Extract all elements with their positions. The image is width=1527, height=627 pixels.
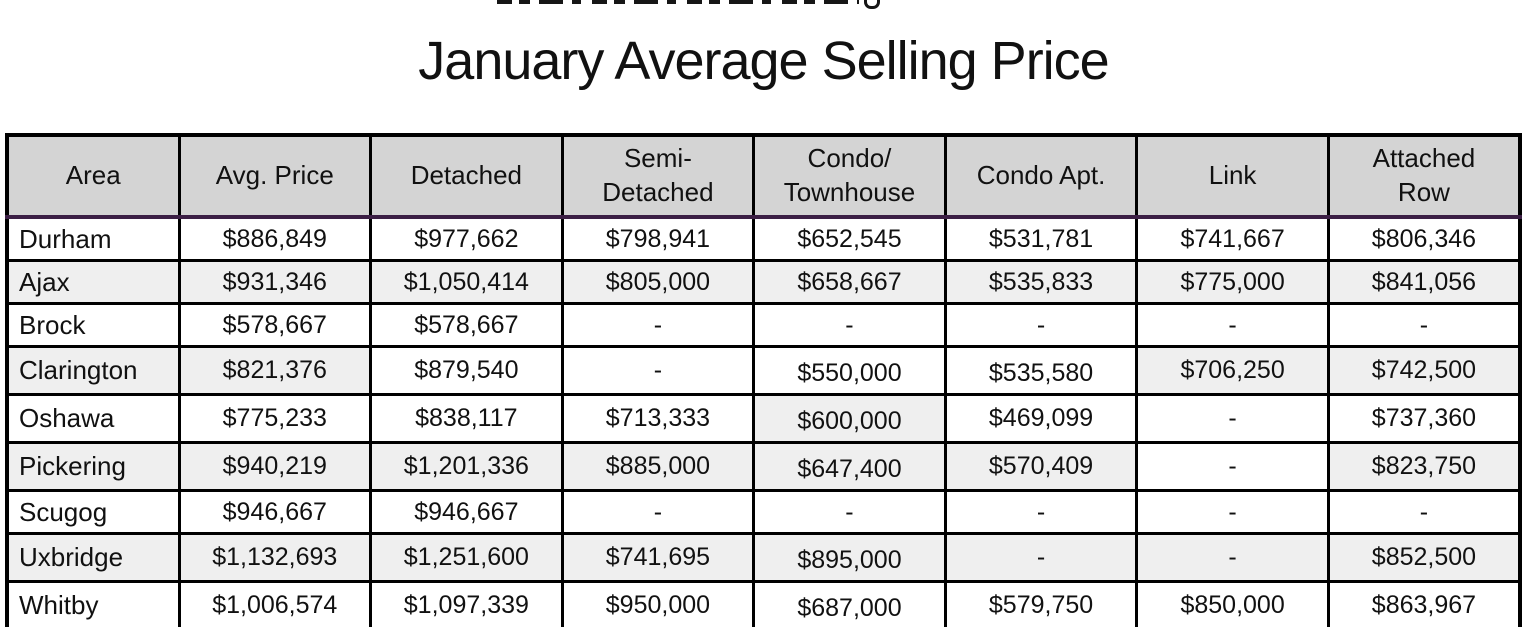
area-cell: Pickering bbox=[5, 441, 181, 492]
table-row-whitby: Whitby $1,006,574 $1,097,339 $950,000 $687,0… bbox=[5, 580, 1522, 627]
value-cell: - bbox=[943, 302, 1139, 348]
area-cell: Ajax bbox=[5, 259, 181, 305]
average-selling-price-table: Area Avg. Price Detached Semi- Detached Cond… bbox=[5, 133, 1522, 627]
area-cell: Scugog bbox=[5, 489, 181, 535]
value-cell: $1,201,336 bbox=[369, 441, 564, 492]
value-cell: $647,400 bbox=[752, 441, 947, 492]
value-cell: - bbox=[560, 302, 756, 348]
value-cell: $1,251,600 bbox=[369, 532, 564, 583]
table-row-brock: Brock $578,667 $578,667- - - - - bbox=[5, 302, 1522, 348]
value-cell: - bbox=[560, 345, 756, 396]
value-cell: $852,500 bbox=[1326, 532, 1522, 583]
value-cell: $1,050,414 bbox=[369, 259, 564, 305]
value-cell: $741,667 bbox=[1135, 215, 1330, 262]
value-cell: $531,781 bbox=[943, 215, 1139, 262]
table-row-ajax: Ajax $931,346 $1,050,414 $805,000 $658,667 $5… bbox=[5, 259, 1522, 305]
value-cell: $841,056 bbox=[1326, 259, 1522, 305]
value-cell: $570,409 bbox=[943, 441, 1139, 492]
column-header-link: Link bbox=[1135, 133, 1330, 219]
value-cell: $1,006,574 bbox=[177, 580, 373, 627]
clipped-text-fragment bbox=[497, 0, 859, 4]
value-cell: $798,941 bbox=[560, 215, 756, 262]
value-cell: $940,219 bbox=[177, 441, 373, 492]
table-header-row: Area Avg. Price Detached Semi- Detached Cond… bbox=[5, 133, 1522, 219]
value-cell: $706,250 bbox=[1135, 345, 1330, 396]
column-header-attached-row: Attached Row bbox=[1326, 133, 1522, 219]
table-row-uxbridge: Uxbridge $1,132,693 $1,251,600 $741,695 $895… bbox=[5, 532, 1522, 583]
value-cell: $775,233 bbox=[177, 393, 373, 444]
value-cell: $946,667 bbox=[177, 489, 373, 535]
area-cell: Durham bbox=[5, 215, 181, 262]
value-cell: $950,000 bbox=[560, 580, 756, 627]
value-cell: $652,545 bbox=[752, 215, 947, 262]
value-cell: $806,346 bbox=[1326, 215, 1522, 262]
clipped-text-descender bbox=[864, 0, 880, 9]
value-cell: $658,667 bbox=[752, 259, 947, 305]
table-row-pickering: Pickering $940,219 $1,201,336 $885,000 $647,… bbox=[5, 441, 1522, 492]
value-cell: $886,849 bbox=[177, 215, 373, 262]
value-cell: $775,000 bbox=[1135, 259, 1330, 305]
value-cell: $742,500 bbox=[1326, 345, 1522, 396]
value-cell: $713,333 bbox=[560, 393, 756, 444]
value-cell: - bbox=[1135, 489, 1330, 535]
value-cell: $850,000 bbox=[1135, 580, 1330, 627]
value-cell: - bbox=[752, 302, 947, 348]
value-cell: $579,750 bbox=[943, 580, 1139, 627]
column-header-semi-detached: Semi- Detached bbox=[560, 133, 756, 219]
value-cell: - bbox=[1326, 489, 1522, 535]
column-header-condo-townhouse: Condo/ Townhouse bbox=[752, 133, 947, 219]
value-cell: - bbox=[752, 489, 947, 535]
value-cell: $879,540 bbox=[369, 345, 564, 396]
table-row-oshawa: Oshawa $775,233 $838,117 $713,333 $600,000 $4… bbox=[5, 393, 1522, 444]
value-cell: $578,667 bbox=[177, 302, 373, 348]
page-title: January Average Selling Price bbox=[418, 31, 1109, 91]
value-cell: $838,117 bbox=[369, 393, 564, 444]
value-cell: $805,000 bbox=[560, 259, 756, 305]
column-header-avg-price: Avg. Price bbox=[177, 133, 373, 219]
value-cell: - bbox=[943, 489, 1139, 535]
area-cell: Clarington bbox=[5, 345, 181, 396]
value-cell: - bbox=[943, 532, 1139, 583]
value-cell: $687,000 bbox=[752, 580, 947, 627]
value-cell: $821,376 bbox=[177, 345, 373, 396]
area-cell: Whitby bbox=[5, 580, 181, 627]
column-header-detached: Detached bbox=[369, 133, 564, 219]
column-header-area: Area bbox=[5, 133, 181, 219]
value-cell: $863,967 bbox=[1326, 580, 1522, 627]
column-header-condo-apt: Condo Apt. bbox=[943, 133, 1139, 219]
value-cell: $885,000 bbox=[560, 441, 756, 492]
value-cell: $535,833 bbox=[943, 259, 1139, 305]
area-cell: Brock bbox=[5, 302, 181, 348]
value-cell: - bbox=[1326, 302, 1522, 348]
value-cell: $578,667 bbox=[369, 302, 564, 348]
value-cell: $946,667 bbox=[369, 489, 564, 535]
value-cell: - bbox=[1135, 441, 1330, 492]
table-row-durham: Durham $886,849 $977,662 $798,941 $652,545 $5… bbox=[5, 215, 1522, 262]
value-cell: $931,346 bbox=[177, 259, 373, 305]
table-row-clarington: Clarington $821,376 $879,540- $550,000 $535,… bbox=[5, 345, 1522, 396]
value-cell: $741,695 bbox=[560, 532, 756, 583]
table-row-scugog: Scugog $946,667 $946,667- - - - - bbox=[5, 489, 1522, 535]
value-cell: - bbox=[560, 489, 756, 535]
value-cell: - bbox=[1135, 393, 1330, 444]
area-cell: Uxbridge bbox=[5, 532, 181, 583]
value-cell: $535,580 bbox=[943, 345, 1139, 396]
value-cell: $1,097,339 bbox=[369, 580, 564, 627]
value-cell: $823,750 bbox=[1326, 441, 1522, 492]
area-cell: Oshawa bbox=[5, 393, 181, 444]
value-cell: $1,132,693 bbox=[177, 532, 373, 583]
value-cell: - bbox=[1135, 302, 1330, 348]
value-cell: $977,662 bbox=[369, 215, 564, 262]
value-cell: $895,000 bbox=[752, 532, 947, 583]
value-cell: $600,000 bbox=[752, 393, 947, 444]
value-cell: $737,360 bbox=[1326, 393, 1522, 444]
value-cell: - bbox=[1135, 532, 1330, 583]
value-cell: $469,099 bbox=[943, 393, 1139, 444]
value-cell: $550,000 bbox=[752, 345, 947, 396]
